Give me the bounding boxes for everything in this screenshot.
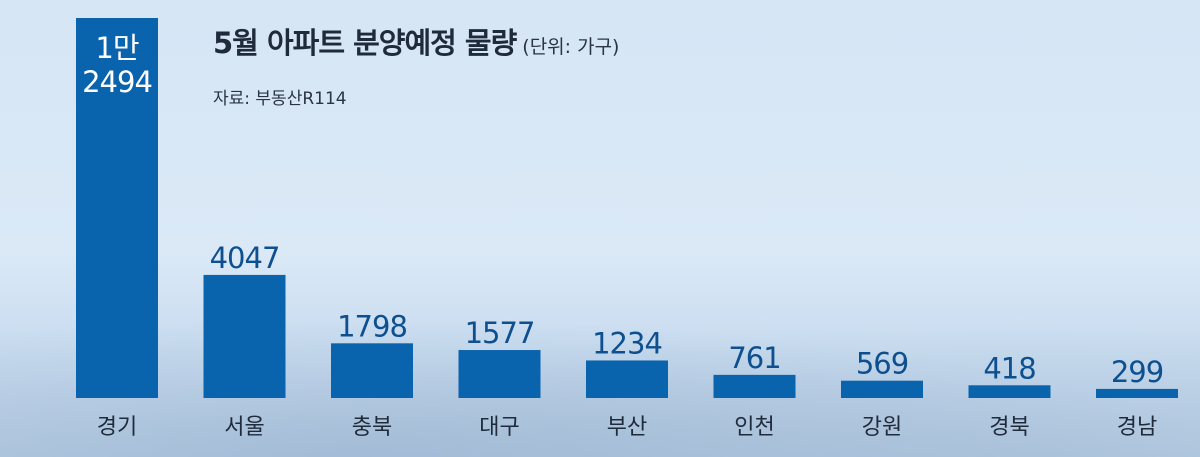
category-label-5: 부산	[607, 415, 647, 440]
source-note: 자료: 부동산R114	[213, 89, 347, 109]
value-label-5: 1234	[592, 326, 662, 360]
value-label-1-line-1: 1만	[95, 31, 138, 65]
category-label-8: 경북	[989, 415, 1029, 440]
bar-5	[586, 360, 668, 398]
category-label-4: 대구	[479, 415, 519, 440]
bar-2	[203, 274, 286, 398]
chart-title: 5월 아파트 분양예정 물량 (단위: 가구)	[213, 20, 619, 62]
value-label-1-line-2: 2494	[82, 65, 152, 99]
value-label-7: 569	[856, 347, 908, 381]
bar-3	[331, 343, 413, 398]
category-label-3: 충북	[352, 415, 392, 440]
value-label-8: 418	[983, 351, 1035, 385]
bar-6	[713, 374, 796, 398]
category-label-1: 경기	[97, 415, 137, 440]
value-label-2: 4047	[210, 241, 280, 275]
bar-9	[1096, 388, 1178, 398]
value-label-9: 299	[1111, 355, 1163, 389]
bar-8	[968, 385, 1051, 398]
category-label-6: 인천	[734, 415, 774, 440]
bar-1	[76, 18, 158, 398]
value-label-3: 1798	[337, 309, 407, 343]
unit-note: (단위: 가구)	[522, 36, 620, 58]
bar-4	[458, 350, 541, 398]
category-label-7: 강원	[862, 415, 902, 440]
bar-7	[841, 380, 923, 398]
value-label-4: 1577	[465, 316, 535, 350]
value-label-6: 761	[728, 341, 780, 375]
title-text: 5월 아파트 분양예정 물량	[213, 26, 517, 60]
category-label-9: 경남	[1117, 415, 1157, 440]
category-label-2: 서울	[224, 415, 264, 440]
